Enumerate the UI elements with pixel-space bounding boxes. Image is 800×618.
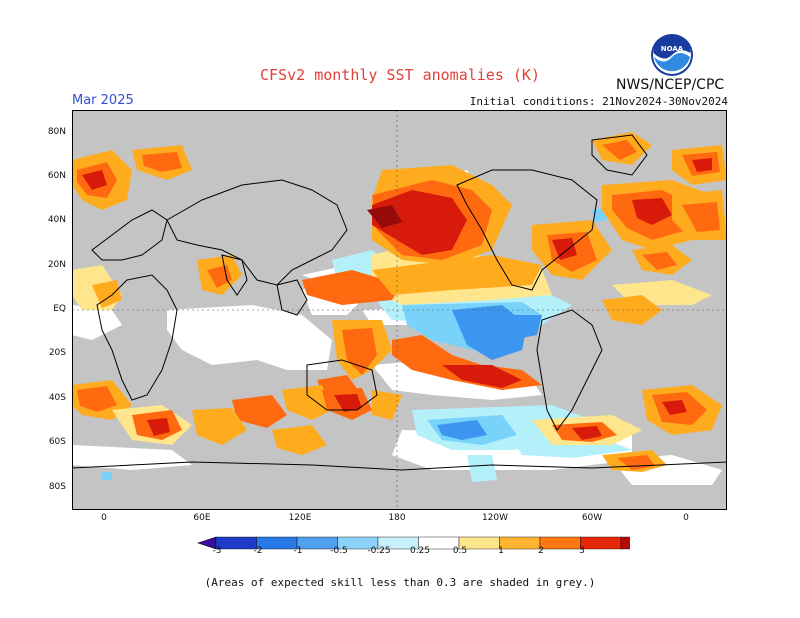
anomaly-patch [552, 238, 577, 260]
forecast-month: Mar 2025 [72, 93, 134, 108]
lon-label-120w: 120W [481, 513, 509, 523]
lon-label-180: 180 [388, 513, 406, 523]
anomaly-patch [72, 305, 122, 340]
anomaly-patch [102, 472, 112, 480]
colorbar-label: -1 [293, 546, 303, 556]
lat-label-40s: 40S [48, 393, 66, 403]
anomaly-patch [232, 395, 287, 428]
initial-conditions: Initial conditions: 21Nov2024-30Nov2024 [469, 95, 728, 108]
lat-label-20n: 20N [47, 260, 66, 270]
anomaly-patch [367, 205, 402, 228]
anomaly-patch [572, 426, 602, 440]
coastlines [72, 134, 727, 471]
lon-label-60e: 60E [193, 513, 211, 523]
colorbar-label: 2 [538, 546, 544, 556]
coastline [166, 179, 348, 286]
colorbar-segment [620, 536, 630, 550]
lat-label-40n: 40N [47, 215, 66, 225]
colorbar-label: -2 [253, 546, 263, 556]
sst-anomaly-map [72, 110, 727, 510]
anomaly-patch [372, 190, 467, 255]
lon-label-60w: 60W [581, 513, 603, 523]
anomaly-patch [692, 158, 712, 172]
coastline [221, 254, 248, 296]
lon-label-0: 0 [101, 513, 107, 523]
coastline [456, 169, 598, 291]
anomaly-patch [142, 152, 182, 172]
coastline [91, 209, 168, 261]
noaa-logo-icon: NOAA [651, 34, 693, 76]
coastline [276, 279, 308, 316]
anomaly-patch [467, 455, 497, 482]
anomaly-patch [207, 265, 232, 288]
anomaly-patch [442, 365, 522, 388]
anomaly-patch [334, 394, 362, 412]
lon-label-120e: 120E [288, 513, 312, 523]
map-title: CFSv2 monthly SST anomalies (K) [260, 66, 540, 84]
logo-text: NOAA [661, 45, 684, 53]
coastline [96, 274, 178, 401]
colorbar-label: 0.5 [452, 546, 468, 556]
colorbar-label: 3 [579, 546, 585, 556]
colorbar-label: -3 [212, 546, 222, 556]
anomaly-patch [282, 385, 332, 420]
colorbar-label: -0.25 [367, 546, 391, 556]
coastline [306, 359, 378, 411]
colorbar-label: 0.25 [409, 546, 431, 556]
anomaly-patch [302, 270, 402, 305]
lat-label-80s: 80S [48, 482, 66, 492]
coastline [536, 309, 603, 431]
anomaly-patch [682, 202, 720, 232]
anomaly-patch [92, 280, 122, 308]
skill-footnote: (Areas of expected skill less than 0.3 a… [204, 576, 596, 589]
coastline [72, 461, 727, 471]
anomaly-patch [167, 305, 332, 370]
anomaly-patch [437, 420, 487, 440]
anomaly-patch [617, 455, 655, 470]
lat-label-80n: 80N [47, 127, 66, 137]
anomaly-patch [662, 400, 687, 415]
colorbar-segments [197, 536, 630, 550]
anomaly-patch [492, 315, 542, 340]
anomaly-patch [77, 386, 117, 412]
lat-label-eq: EQ [53, 304, 66, 314]
anomaly-patch [642, 252, 677, 270]
anomaly-patch [372, 390, 402, 420]
colorbar-label: 1 [498, 546, 504, 556]
agency-label: NWS/NCEP/CPC [616, 77, 725, 93]
lat-label-20s: 20S [48, 348, 66, 358]
grid-lines [72, 110, 727, 510]
lon-label-0-right: 0 [683, 513, 689, 523]
colorbar [197, 536, 630, 550]
anomaly-patch [632, 198, 672, 225]
anomaly-patch [82, 170, 107, 190]
anomaly-patch [272, 425, 327, 455]
anomaly-patch [147, 418, 170, 436]
anomaly-patch [192, 408, 247, 445]
lat-label-60s: 60S [48, 437, 66, 447]
coastline [591, 134, 648, 176]
lat-label-60n: 60N [47, 171, 66, 181]
map-frame [72, 110, 727, 510]
anomaly-patch [602, 140, 637, 160]
colorbar-label: -0.5 [330, 546, 348, 556]
